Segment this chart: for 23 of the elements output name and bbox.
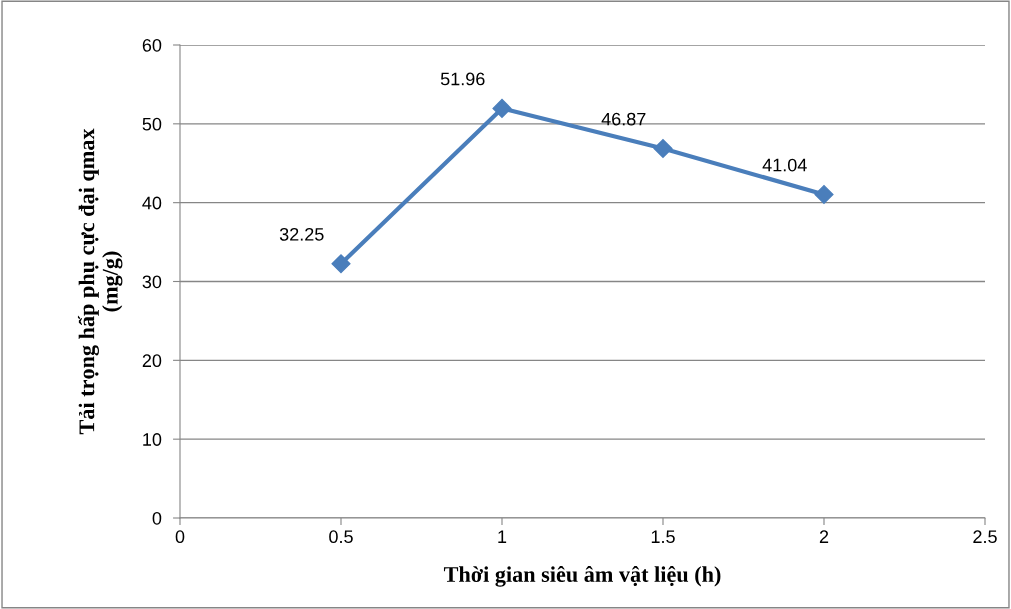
y-tick-label: 20 [142, 354, 162, 368]
point [331, 254, 351, 274]
y-tick-label: 30 [142, 275, 162, 289]
data-label: 51.96 [440, 72, 485, 86]
data-label: 41.04 [762, 158, 807, 172]
x-axis-title: Thời gian siêu âm vật liệu (h) [443, 566, 721, 587]
point [492, 98, 512, 118]
data-label: 46.87 [601, 112, 646, 126]
x-tick-label: 0 [175, 530, 185, 544]
y-tick-label: 60 [142, 38, 162, 52]
data-label: 32.25 [279, 227, 324, 241]
y-tick-label: 10 [143, 433, 162, 446]
point [814, 184, 834, 205]
x-tick-label: 2 [819, 530, 829, 543]
x-tick-label: 1 [498, 530, 507, 543]
point [653, 138, 673, 159]
x-tick-label: 2.5 [973, 530, 997, 544]
x-tick-label: 1.5 [651, 530, 675, 544]
y-tick-label: 40 [142, 196, 162, 210]
y-axis-title: Tải trọng hấp phụ cực đại qmax (mg/g) [77, 128, 123, 435]
x-tick-label: 0.5 [329, 530, 353, 544]
y-tick-label: 50 [142, 117, 162, 131]
y-tick-label: 0 [152, 511, 162, 525]
